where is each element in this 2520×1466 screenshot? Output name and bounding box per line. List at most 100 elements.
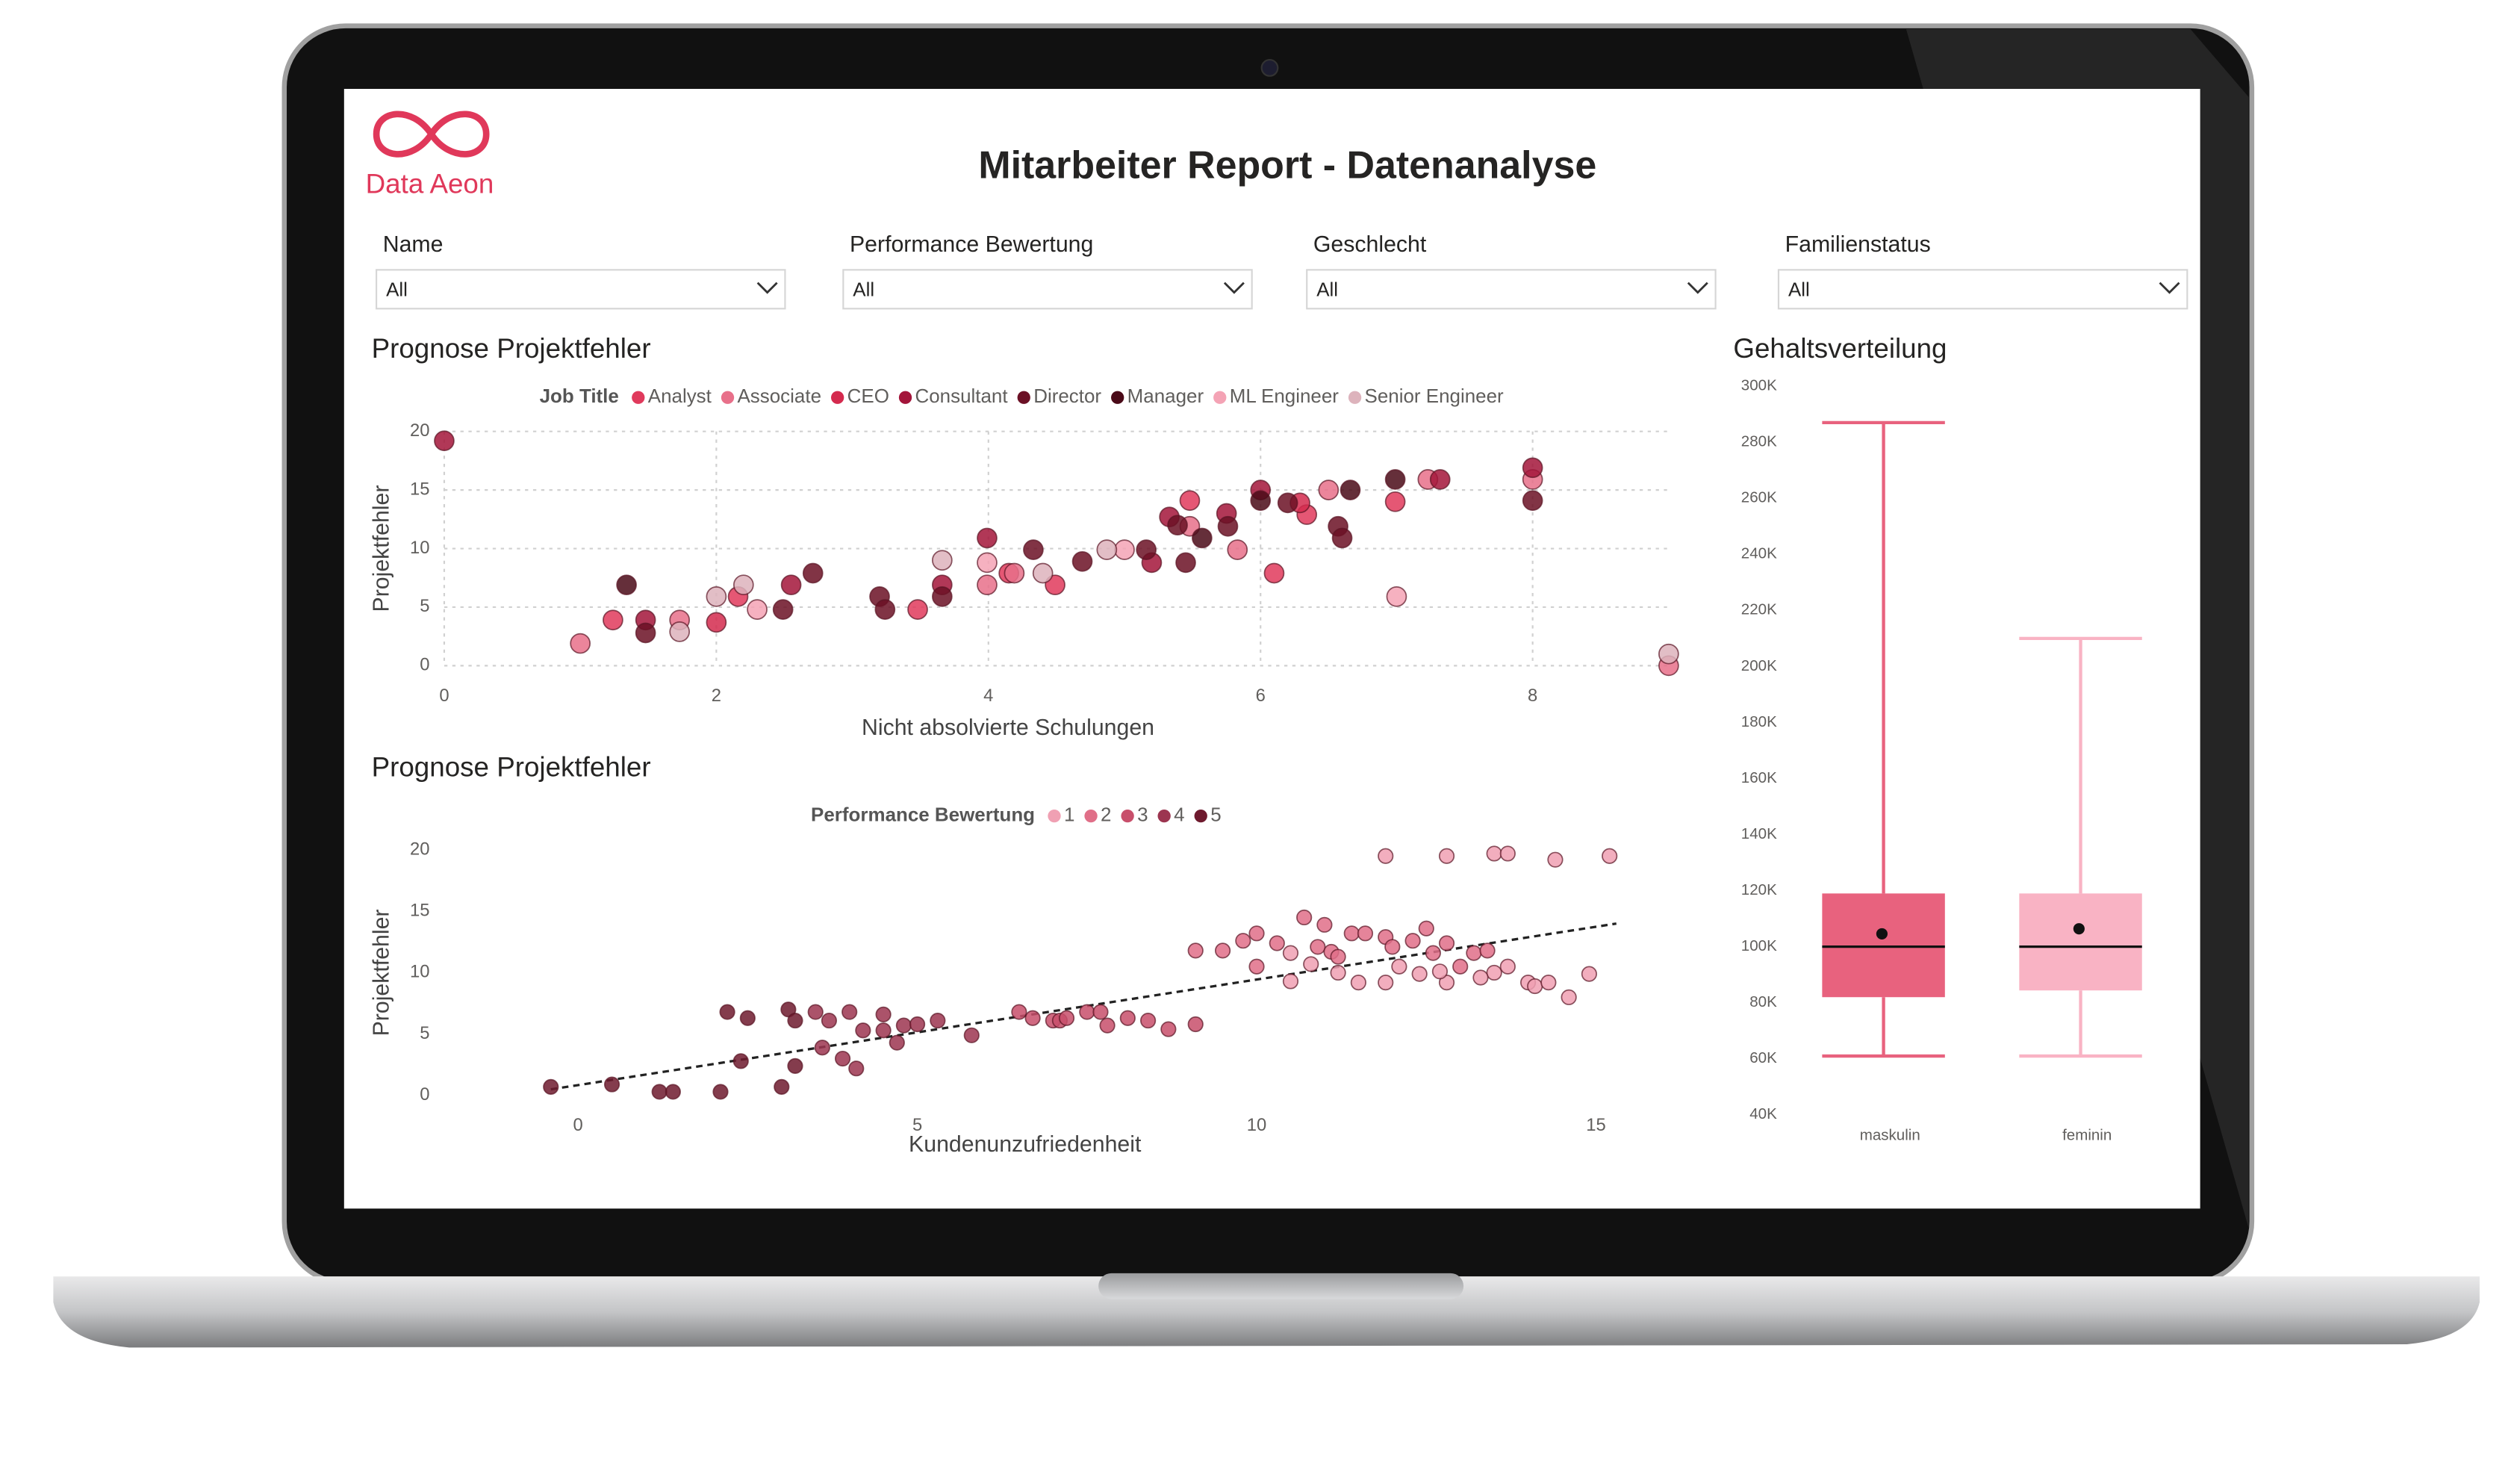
legend-label[interactable]: Consultant (915, 385, 1009, 407)
chart-title: Prognose Projektfehler (372, 752, 651, 783)
y-tick-label: 280K (1741, 433, 1777, 450)
data-point (1140, 1012, 1157, 1029)
data-point (1479, 942, 1496, 959)
legend-label[interactable]: CEO (847, 385, 889, 407)
data-point (895, 1017, 912, 1034)
legend-marker[interactable] (1213, 391, 1227, 404)
filter-value: All (1788, 278, 1810, 300)
data-point (1175, 552, 1196, 574)
legend-marker[interactable] (1084, 809, 1098, 823)
box[interactable] (2019, 893, 2142, 991)
x-tick-label: 2 (712, 686, 721, 706)
legend-label[interactable]: Manager (1127, 385, 1204, 407)
data-point (1527, 978, 1543, 995)
legend-label[interactable]: 2 (1101, 803, 1111, 825)
filter-dropdown[interactable] (842, 269, 1253, 310)
data-point (875, 1022, 892, 1039)
legend-marker[interactable] (1194, 809, 1207, 823)
x-tick-label: 4 (983, 686, 993, 706)
data-point (1079, 1004, 1095, 1020)
data-point (1167, 515, 1188, 536)
filter-dropdown[interactable] (376, 269, 786, 310)
mean-marker (2073, 923, 2085, 935)
data-point (603, 609, 623, 631)
y-tick-label: 15 (410, 479, 429, 499)
data-point (1431, 963, 1449, 980)
data-point (875, 1006, 892, 1022)
y-tick-label: 20 (410, 420, 429, 441)
data-point (1486, 845, 1502, 862)
legend-marker[interactable] (1048, 809, 1061, 823)
dropdown-chevron[interactable] (756, 282, 778, 294)
legend-label[interactable]: 4 (1174, 803, 1184, 825)
legend-marker[interactable] (721, 391, 735, 404)
data-point (774, 1078, 790, 1095)
legend-marker[interactable] (632, 391, 645, 404)
data-point (1658, 643, 1679, 665)
dropdown-chevron[interactable] (1223, 282, 1245, 294)
x-tick-label: 15 (1586, 1115, 1605, 1135)
legend-label[interactable]: 5 (1210, 803, 1221, 825)
data-point (543, 1078, 559, 1095)
data-point (930, 1012, 946, 1029)
data-point (802, 562, 824, 584)
data-point (1032, 562, 1054, 584)
legend-label[interactable]: Associate (737, 385, 821, 407)
legend-label[interactable]: Analyst (648, 385, 712, 407)
dropdown-chevron[interactable] (1687, 282, 1708, 294)
filter-dropdown[interactable] (1777, 269, 2188, 310)
legend-label[interactable]: Senior Engineer (1365, 385, 1504, 407)
x-tick-label: 8 (1528, 686, 1537, 706)
data-point (1160, 1021, 1177, 1037)
data-point (434, 430, 455, 452)
filter-dropdown[interactable] (1306, 269, 1717, 310)
data-point (932, 550, 953, 571)
data-point (907, 599, 928, 620)
data-point (1263, 562, 1285, 584)
data-point (1318, 479, 1340, 500)
legend-marker[interactable] (1017, 391, 1030, 404)
legend-label[interactable]: 1 (1064, 803, 1074, 825)
legend-label[interactable]: 3 (1137, 803, 1148, 825)
data-point (1310, 939, 1326, 955)
data-point (1547, 851, 1564, 868)
data-point (821, 1012, 838, 1029)
dropdown-chevron[interactable] (2159, 282, 2180, 294)
camera (1260, 59, 1279, 77)
data-point (570, 633, 591, 654)
legend-marker[interactable] (1121, 809, 1134, 823)
data-point (732, 574, 754, 596)
data-point (841, 1004, 858, 1020)
legend-title: Performance Bewertung (811, 803, 1035, 825)
legend-marker[interactable] (898, 391, 912, 404)
legend-label[interactable]: Director (1033, 385, 1101, 407)
data-point (1561, 989, 1577, 1005)
logo-text: Data Aeon (366, 169, 494, 199)
legend-label[interactable]: ML Engineer (1230, 385, 1340, 407)
data-point (739, 1010, 756, 1026)
y-tick-label: 40K (1749, 1105, 1777, 1122)
data-point (1092, 1004, 1109, 1020)
legend-marker[interactable] (1111, 391, 1124, 404)
data-point (1004, 562, 1025, 584)
y-tick-label: 200K (1741, 657, 1777, 674)
box[interactable] (1822, 893, 1945, 998)
data-point (1296, 909, 1313, 926)
y-tick-label: 260K (1741, 489, 1777, 506)
data-point (1071, 550, 1093, 572)
data-point (1438, 848, 1455, 864)
legend-marker[interactable] (831, 391, 844, 404)
chart-title: Prognose Projektfehler (372, 333, 651, 364)
data-point (1384, 491, 1406, 512)
data-point (1384, 469, 1406, 490)
x-axis-title: Nicht absolvierte Schulungen (862, 715, 1154, 740)
x-tick-label: maskulin (1860, 1126, 1920, 1143)
legend-marker[interactable] (1348, 391, 1362, 404)
data-point (1540, 975, 1557, 991)
data-point (1248, 958, 1265, 975)
data-point (1378, 848, 1394, 864)
data-point (1404, 933, 1421, 949)
data-point (1214, 942, 1231, 959)
screen (343, 89, 2200, 1209)
legend-marker[interactable] (1157, 809, 1171, 823)
